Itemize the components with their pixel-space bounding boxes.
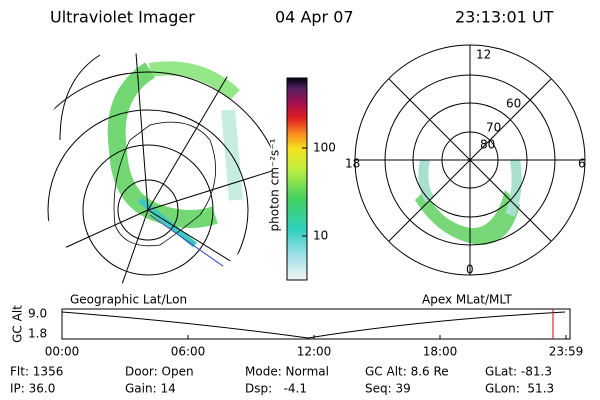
x-tick-label: 12:00: [297, 345, 332, 359]
colorbar: [286, 77, 308, 281]
mlt-label: 18: [345, 157, 360, 171]
lat-label: 70: [486, 121, 501, 135]
time: 23:13:01 UT: [455, 8, 554, 27]
colorbar-label: photon cm⁻²s⁻¹: [268, 138, 282, 231]
altitude-curve: [61, 311, 566, 339]
altitude-plot: [61, 308, 571, 340]
info-field: Door: Open: [125, 365, 194, 379]
altitude-ytick: 9.0: [28, 307, 47, 321]
info-field: GLat: -81.3: [485, 365, 552, 379]
left-map-label: Geographic Lat/Lon: [70, 293, 187, 307]
info-field: Seq: 39: [365, 382, 411, 396]
date: 04 Apr 07: [275, 8, 354, 27]
colorbar-tick: 100: [313, 141, 336, 155]
info-field: Mode: Normal: [245, 365, 329, 379]
mlt-label: 12: [476, 48, 491, 62]
info-field: IP: 36.0: [10, 382, 55, 396]
x-tick-label: 23:59: [549, 345, 584, 359]
x-tick-label: 00:00: [45, 345, 80, 359]
geographic-map: [37, 52, 273, 288]
info-field: Flt: 1356: [10, 365, 63, 379]
info-field: GC Alt: 8.6 Re: [365, 365, 449, 379]
mlt-label: 6: [578, 157, 586, 171]
lat-label: 60: [506, 97, 521, 111]
info-field: Dsp: -4.1: [245, 382, 307, 396]
polar-map: [354, 44, 586, 276]
title: Ultraviolet Imager: [50, 8, 195, 27]
info-field: Gain: 14: [125, 382, 176, 396]
altitude-axis-label: GC Alt: [11, 305, 25, 343]
mlt-label: 0: [466, 263, 474, 277]
x-tick-label: 06:00: [171, 345, 206, 359]
altitude-ytick: 1.8: [28, 327, 47, 341]
colorbar-tick: 10: [313, 229, 328, 243]
info-field: GLon: 51.3: [485, 382, 554, 396]
lat-label: 80: [480, 138, 495, 152]
right-map-label: Apex MLat/MLT: [422, 293, 512, 307]
x-tick-label: 18:00: [423, 345, 458, 359]
